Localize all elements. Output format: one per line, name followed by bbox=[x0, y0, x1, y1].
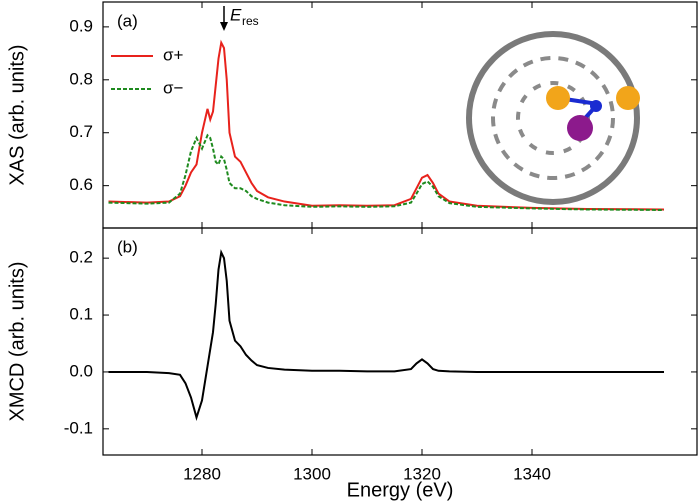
panel-label: (a) bbox=[117, 11, 138, 30]
atom bbox=[590, 100, 602, 112]
y-tick-label: 0.6 bbox=[69, 175, 93, 194]
annotation-arrowhead bbox=[220, 22, 228, 31]
x-tick-label: 1340 bbox=[513, 464, 551, 483]
y-tick-label: 0.8 bbox=[69, 69, 93, 88]
annotation-subscript: res bbox=[242, 14, 259, 28]
cage bbox=[466, 31, 640, 205]
y-tick-label: -0.1 bbox=[64, 418, 93, 437]
atom bbox=[546, 86, 570, 110]
data-line bbox=[108, 133, 665, 211]
annotation-text: E bbox=[230, 5, 242, 24]
data-line bbox=[108, 39, 665, 211]
x-tick-label: 1300 bbox=[293, 464, 331, 483]
y-axis-label: XAS (arb. units) bbox=[6, 44, 28, 185]
legend-label: σ+ bbox=[163, 45, 183, 64]
molecule-inset bbox=[466, 31, 640, 205]
cage-inner bbox=[491, 56, 615, 180]
y-tick-label: 0.1 bbox=[69, 305, 93, 324]
y-tick-label: 0.0 bbox=[69, 361, 93, 380]
atom bbox=[616, 86, 640, 110]
y-tick-label: 0.7 bbox=[69, 122, 93, 141]
data-line bbox=[108, 249, 664, 421]
x-tick-label: 1320 bbox=[403, 464, 441, 483]
y-tick-label: 0.9 bbox=[69, 16, 93, 35]
atom bbox=[567, 115, 593, 141]
x-tick-label: 1280 bbox=[183, 464, 221, 483]
x-axis-label: Energy (eV) bbox=[347, 479, 454, 501]
y-tick-label: 0.2 bbox=[69, 248, 93, 267]
legend-label: σ− bbox=[163, 78, 183, 97]
y-axis-label: XMCD (arb. units) bbox=[6, 261, 28, 421]
plot-frame bbox=[102, 1, 698, 229]
panel-label: (b) bbox=[117, 237, 138, 256]
plot-frame bbox=[102, 227, 698, 456]
